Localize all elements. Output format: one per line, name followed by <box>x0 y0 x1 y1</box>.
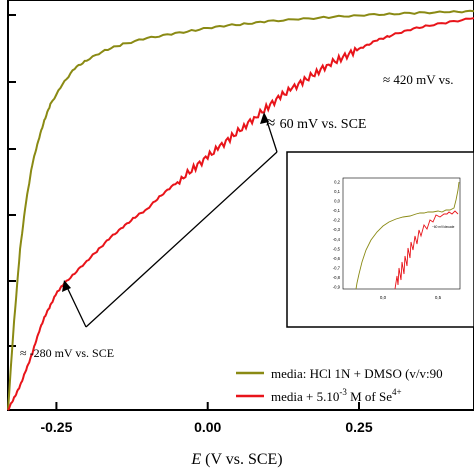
x-ticks: -0.25 0.00 0.25 <box>40 402 373 435</box>
arrow-head-upper <box>260 112 269 124</box>
legend-label-red-sup2: 4+ <box>392 387 402 397</box>
x-tick-label-0: -0.25 <box>40 419 72 435</box>
annotation-minus280mv-text: -280 mV vs. SCE <box>30 346 114 360</box>
inset-note: ~60 mV/decade <box>432 225 455 229</box>
legend-label-red-rest: M of Se <box>347 389 392 404</box>
inset-y-tick-10: -0,8 <box>333 275 341 280</box>
inset-frame <box>286 151 474 328</box>
legend-label-red-sup: -3 <box>339 387 347 397</box>
inset-series-olive <box>355 181 460 290</box>
inset-y-tick-11: -0,9 <box>333 285 341 290</box>
legend-label-red: media + 5.10-3 M of Se4+ <box>271 387 402 404</box>
inset-series-red <box>394 210 459 290</box>
annotation-minus280mv: ≈ -280 mV vs. SCE <box>20 346 114 360</box>
inset-x-tick-0: 0,0 <box>380 295 387 300</box>
inset-y-tick-5: -0,3 <box>333 227 341 232</box>
annotation-bracket <box>65 117 278 328</box>
inset-y-tick-2: 0,0 <box>334 199 340 204</box>
arrow-head-lower <box>62 280 71 292</box>
inset-y-tick-8: -0,6 <box>333 256 341 261</box>
x-tick-label-1: 0.00 <box>194 419 221 435</box>
inset-y-tick-0: 0,2 <box>334 180 340 185</box>
annotation-420mv: ≈ 420 mV vs. <box>383 72 453 87</box>
inset-chart: 0,2 0,1 0,0 -0,1 -0,2 -0,3 -0,4 -0,5 -0,6 -0,7 -0,… <box>286 151 474 328</box>
inset-y-tick-1: 0,1 <box>334 189 340 194</box>
x-axis-title-rest: (V vs. SCE) <box>201 451 283 468</box>
x-tick-label-2: 0.25 <box>345 419 372 435</box>
annotation-420mv-text: 420 mV vs. <box>393 72 453 87</box>
series-line-media-se4 <box>7 17 474 411</box>
inset-x-tick-1: 0,5 <box>435 295 442 300</box>
inset-y-tick-7: -0,5 <box>333 246 341 251</box>
annotation-minus280mv-prefix: ≈ <box>20 346 30 360</box>
annotation-420mv-prefix: ≈ <box>383 72 393 87</box>
inset-y-tick-6: -0,4 <box>333 237 341 242</box>
legend-label-red-main: media + 5.10 <box>271 389 339 404</box>
series-line-media-hcl-dmso <box>7 9 474 411</box>
legend-label-olive: media: HCl 1N + DMSO (v/v:90 <box>271 366 443 381</box>
legend: media: HCl 1N + DMSO (v/v:90 media + 5.1… <box>236 366 443 404</box>
annotation-60mv: ≈ 60 mV vs. SCE <box>266 113 366 132</box>
plot-frame <box>7 0 474 411</box>
x-axis-title: E (V vs. SCE) <box>190 451 282 468</box>
annotation-60mv-text: 60 mV vs. SCE <box>280 117 367 132</box>
inset-plot-box <box>342 177 461 290</box>
inset-y-tick-4: -0,2 <box>333 218 341 223</box>
inset-y-ticks: 0,2 0,1 0,0 -0,1 -0,2 -0,3 -0,4 -0,5 -0,6 -0,7 -0,… <box>333 180 341 290</box>
x-axis-title-italic: E <box>190 451 201 468</box>
y-ticks <box>8 14 16 347</box>
inset-y-tick-3: -0,1 <box>333 208 341 213</box>
inset-y-tick-9: -0,7 <box>333 265 341 270</box>
